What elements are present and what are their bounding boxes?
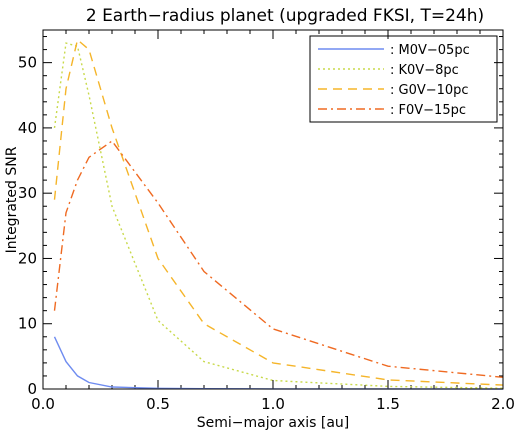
x-tick-label: 0.5 [146, 395, 170, 413]
legend-label-k0v-8pc: : K0V−8pc [390, 63, 459, 78]
chart-title: 2 Earth−radius planet (upgraded FKSI, T=… [86, 6, 484, 26]
legend-label-m0v-05pc: : M0V−05pc [390, 43, 470, 58]
y-tick-label: 50 [18, 54, 37, 72]
series-line-f0v-15pc [53, 140, 504, 378]
y-tick-label: 10 [18, 315, 37, 333]
legend-label-f0v-15pc: : F0V−15pc [390, 103, 466, 118]
x-tick-label: 1.0 [261, 395, 285, 413]
y-tick-label: 0 [27, 380, 37, 398]
legend-box [309, 35, 498, 123]
y-tick-label: 20 [18, 249, 37, 267]
y-tick-label: 40 [18, 119, 37, 137]
legend: : M0V−05pc : K0V−8pc : G0V−10pc : F0V−15pc [309, 35, 498, 123]
x-tick-label: 2.0 [491, 395, 515, 413]
legend-label-g0v-10pc: : G0V−10pc [390, 83, 469, 98]
x-axis-label: Semi−major axis [au] [197, 415, 350, 431]
x-tick-label: 1.5 [376, 395, 400, 413]
y-axis-label: Integrated SNR [4, 146, 20, 253]
series-line-k0v-8pc [53, 42, 504, 389]
series-line-g0v-10pc [53, 38, 504, 386]
y-tick-label: 30 [18, 184, 37, 202]
axes: 0.0 0.5 1.0 1.5 2.0 0 10 20 30 40 50 [18, 30, 515, 413]
series-line-m0v-05pc [53, 336, 504, 390]
plot-frame [42, 29, 504, 390]
x-tick-label: 0.0 [31, 395, 55, 413]
